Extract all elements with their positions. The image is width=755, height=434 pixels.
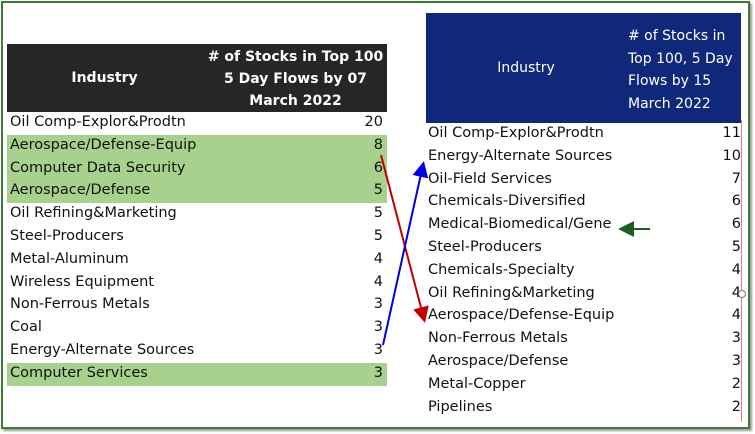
right-table-row: Oil Comp-Explor&Prodtn 11	[426, 123, 741, 146]
left-table-row: Computer Services 3	[7, 362, 387, 386]
stock-count: 3	[373, 319, 383, 336]
industry-name: Metal-Aluminum	[10, 250, 129, 267]
column-border-line	[741, 120, 742, 422]
industry-name: Aerospace/Defense-Equip	[10, 136, 197, 153]
blue-arrow	[382, 161, 429, 346]
stock-count: 20	[364, 114, 383, 130]
industry-name: Oil Comp-Explor&Prodtn	[428, 125, 604, 141]
stock-count: 5	[373, 227, 383, 244]
stock-count: 4	[731, 261, 741, 278]
right-header-value: # of Stocks in Top 100, 5 Day Flows by 1…	[624, 25, 741, 115]
left-table-row: Steel-Producers 5	[7, 226, 387, 249]
right-table: Industry # of Stocks in Top 100, 5 Day F…	[426, 13, 741, 419]
stock-count: 10	[722, 147, 741, 164]
right-table-row: Metal-Copper 2	[426, 374, 741, 397]
left-table-row: Oil Comp-Explor&Prodtn 20	[7, 112, 387, 135]
stock-count: 2	[731, 375, 741, 392]
right-header-line: # of Stocks in	[628, 28, 726, 44]
industry-name: Oil Refining&Marketing	[428, 284, 595, 301]
left-header-line: # of Stocks in Top 100	[207, 49, 384, 65]
left-table-row: Metal-Aluminum 4	[7, 249, 387, 272]
industry-name: Aerospace/Defense	[428, 352, 569, 369]
industry-name: Aerospace/Defense	[10, 182, 151, 199]
stock-count: 2	[731, 398, 741, 415]
industry-name: Computer Data Security	[10, 159, 186, 176]
industry-name: Steel-Producers	[428, 238, 542, 255]
industry-name: Oil Comp-Explor&Prodtn	[10, 114, 186, 130]
stock-count: 3	[373, 364, 383, 381]
industry-name: Metal-Copper	[428, 375, 526, 392]
right-table-row: Oil-Field Services 7	[426, 169, 741, 192]
right-table-row: Steel-Producers 5	[426, 237, 741, 260]
industry-name: Computer Services	[10, 364, 148, 381]
industry-name: Aerospace/Defense-Equip	[428, 307, 615, 324]
right-header-line: March 2022	[628, 95, 711, 112]
left-table-row: Non-Ferrous Metals 3	[7, 294, 387, 317]
left-table-row: Computer Data Security 6	[7, 157, 387, 181]
industry-name: Medical-Biomedical/Gene	[428, 216, 612, 233]
industry-name: Wireless Equipment	[10, 273, 154, 290]
right-table-row: Aerospace/Defense 3	[426, 351, 741, 374]
right-table-row: Energy-Alternate Sources 10	[426, 146, 741, 169]
right-header-line: Flows by 15	[628, 73, 712, 89]
left-header-value: # of Stocks in Top 100 5 Day Flows by 07…	[204, 46, 387, 112]
stock-count: 5	[731, 238, 741, 255]
right-table-row: Oil Refining&Marketing 4	[426, 283, 741, 306]
left-table-header: Industry # of Stocks in Top 100 5 Day Fl…	[7, 44, 387, 112]
left-header-line: March 2022	[249, 93, 342, 109]
stock-count: 3	[373, 296, 383, 313]
stock-count: 4	[373, 250, 383, 267]
stock-count: 3	[731, 330, 741, 347]
stock-count: 3	[731, 352, 741, 369]
stock-count: 7	[731, 170, 741, 187]
left-table-row: Aerospace/Defense-Equip 8	[7, 134, 387, 158]
industry-name: Oil-Field Services	[428, 170, 552, 187]
stock-count: 4	[731, 307, 741, 324]
right-table-body: Oil Comp-Explor&Prodtn 11 Energy-Alternate…	[426, 123, 741, 419]
right-table-row: Chemicals-Diversified 6	[426, 191, 741, 214]
industry-name: Coal	[10, 319, 42, 336]
stock-count: 3	[373, 341, 383, 358]
stock-count: 5	[373, 182, 383, 199]
left-table-row: Oil Refining&Marketing 5	[7, 203, 387, 226]
left-header-industry: Industry	[71, 70, 138, 86]
left-table-row: Aerospace/Defense 5	[7, 180, 387, 204]
industry-name: Pipelines	[428, 398, 493, 415]
stock-count: 6	[731, 193, 741, 210]
stock-count: 11	[722, 125, 741, 141]
left-table: Industry # of Stocks in Top 100 5 Day Fl…	[7, 44, 387, 386]
right-table-row: Non-Ferrous Metals 3	[426, 328, 741, 351]
right-table-row: Chemicals-Specialty 4	[426, 260, 741, 283]
left-table-row: Wireless Equipment 4	[7, 272, 387, 295]
left-table-row: Energy-Alternate Sources 3	[7, 340, 387, 363]
left-table-body: Oil Comp-Explor&Prodtn 20 Aerospace/Defens…	[7, 112, 387, 386]
right-header-industry: Industry	[497, 60, 555, 76]
right-table-header: Industry # of Stocks in Top 100, 5 Day F…	[426, 13, 741, 123]
industry-name: Chemicals-Specialty	[428, 261, 575, 278]
industry-name: Non-Ferrous Metals	[428, 330, 568, 347]
stock-count: 4	[731, 284, 741, 301]
right-header-line: Top 100, 5 Day	[628, 50, 733, 67]
industry-name: Steel-Producers	[10, 227, 124, 244]
right-table-row: Pipelines 2	[426, 397, 741, 420]
resize-handle	[738, 290, 746, 298]
industry-name: Chemicals-Diversified	[428, 193, 586, 210]
industry-name: Energy-Alternate Sources	[428, 147, 613, 164]
red-arrow	[380, 154, 429, 323]
stock-count: 6	[731, 216, 741, 233]
right-table-row: Aerospace/Defense-Equip 4	[426, 305, 741, 328]
left-header-line: 5 Day Flows by 07	[224, 71, 367, 87]
industry-name: Energy-Alternate Sources	[10, 341, 195, 358]
industry-name: Oil Refining&Marketing	[10, 205, 177, 222]
stock-count: 6	[373, 159, 383, 176]
stock-count: 5	[373, 205, 383, 222]
left-table-row: Coal 3	[7, 317, 387, 340]
right-table-row: Medical-Biomedical/Gene 6	[426, 214, 741, 237]
stock-count: 8	[373, 136, 383, 153]
industry-name: Non-Ferrous Metals	[10, 296, 150, 313]
stock-count: 4	[373, 273, 383, 290]
